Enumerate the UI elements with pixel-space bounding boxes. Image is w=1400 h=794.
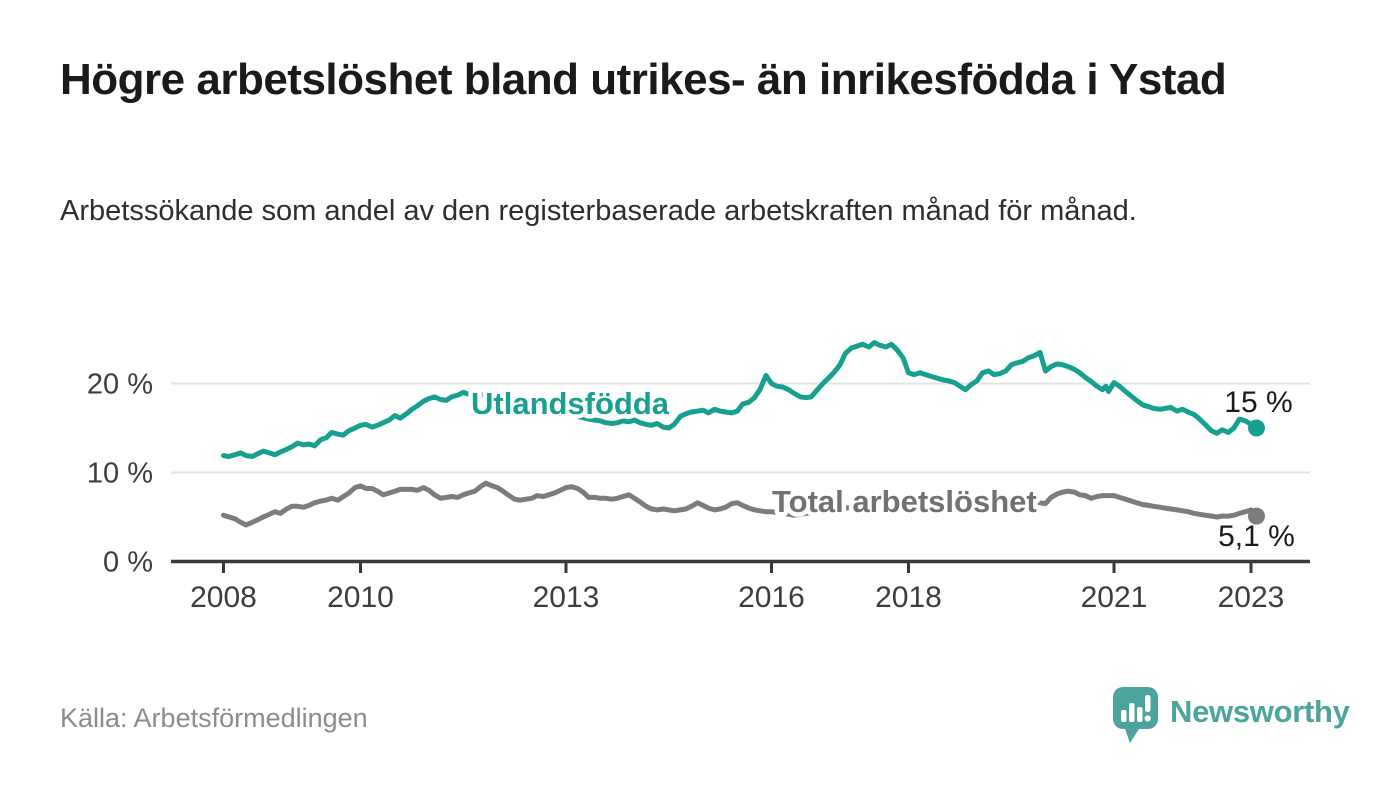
- end-value-label-total-arbetsloshet: 5,1 %: [1218, 520, 1295, 553]
- line-total-arbetsloshet: [221, 480, 1259, 528]
- x-tick-label-2021: 2021: [1081, 581, 1148, 614]
- newsworthy-logo-text: Newsworthy: [1170, 694, 1350, 729]
- x-tick-label-2008: 2008: [190, 581, 257, 614]
- end-dot-utlandsfodda: [1247, 419, 1265, 437]
- x-tick-label-2010: 2010: [327, 581, 394, 614]
- series-label-utlandsfodda: Utlandsfödda: [471, 386, 670, 421]
- x-tick-label-2023: 2023: [1218, 581, 1285, 614]
- source-note: Källa: Arbetsförmedlingen: [60, 703, 368, 733]
- end-value-label-utlandsfodda: 15 %: [1224, 386, 1292, 419]
- page-title: Högre arbetslöshet bland utrikes- än inr…: [60, 55, 1227, 104]
- x-tick-label-2018: 2018: [875, 581, 942, 614]
- x-tick-label-2013: 2013: [533, 581, 600, 614]
- line-utlandsfodda: [221, 340, 1259, 459]
- series-label-total-arbetsloshet: Total arbetslöshet: [772, 484, 1037, 519]
- newsworthy-speech-bubble-chart-icon: [1113, 687, 1158, 743]
- end-dot-total-arbetsloshet: [1247, 507, 1265, 525]
- y-tick-label-20: 20 %: [87, 369, 153, 401]
- newsworthy-logo: Newsworthy: [1112, 686, 1350, 744]
- page-subtitle: Arbetssökande som andel av den registerb…: [60, 195, 1137, 227]
- x-tick-label-2016: 2016: [738, 581, 805, 614]
- y-tick-label-10: 10 %: [87, 458, 153, 490]
- y-tick-label-0: 0 %: [103, 547, 153, 579]
